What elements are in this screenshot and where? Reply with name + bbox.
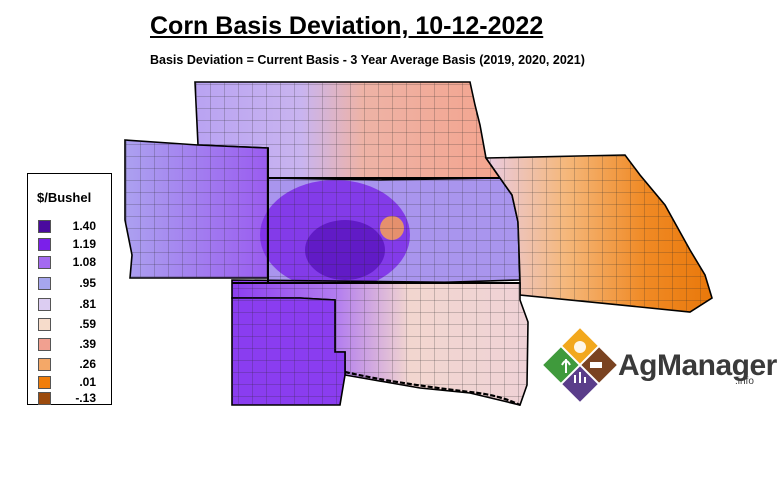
legend-item: .26: [38, 356, 108, 372]
legend-label: .26: [79, 357, 96, 371]
legend-label: 1.40: [72, 219, 96, 233]
legend-item: .81: [38, 296, 108, 312]
legend-swatch: [38, 298, 51, 311]
legend-item: .59: [38, 316, 108, 332]
legend-label: .39: [79, 337, 96, 351]
legend-label: -.13: [75, 391, 96, 405]
legend-label: .59: [79, 317, 96, 331]
map-subtitle: Basis Deviation = Current Basis - 3 Year…: [150, 53, 585, 67]
legend-label: 1.08: [72, 255, 96, 269]
logo-wordmark: AgManager: [618, 349, 777, 382]
legend-item: .01: [38, 374, 108, 390]
legend-label: 1.19: [72, 237, 96, 251]
legend-item: 1.40: [38, 218, 108, 234]
legend-label: .01: [79, 375, 96, 389]
legend-swatch: [38, 277, 51, 290]
legend-item: -.13: [38, 390, 108, 406]
legend-swatch: [38, 392, 51, 405]
agmanager-logo-icon: [543, 328, 617, 402]
legend-title: $/Bushel: [37, 190, 92, 205]
legend-item: .39: [38, 336, 108, 352]
legend-swatch: [38, 256, 51, 269]
legend-swatch: [38, 238, 51, 251]
legend-swatch: [38, 220, 51, 233]
map-title: Corn Basis Deviation, 10-12-2022: [150, 12, 544, 40]
legend-item: 1.08: [38, 254, 108, 270]
legend-item: 1.19: [38, 236, 108, 252]
legend-swatch: [38, 358, 51, 371]
legend-label: .81: [79, 297, 96, 311]
logo-suffix: .info: [735, 376, 754, 387]
legend-label: .95: [79, 276, 96, 290]
legend-item: .95: [38, 275, 108, 291]
map-legend: $/Bushel 1.40 1.19 1.08 .95 .81 .59 .39 …: [27, 173, 112, 405]
legend-swatch: [38, 338, 51, 351]
legend-swatch: [38, 318, 51, 331]
legend-swatch: [38, 376, 51, 389]
